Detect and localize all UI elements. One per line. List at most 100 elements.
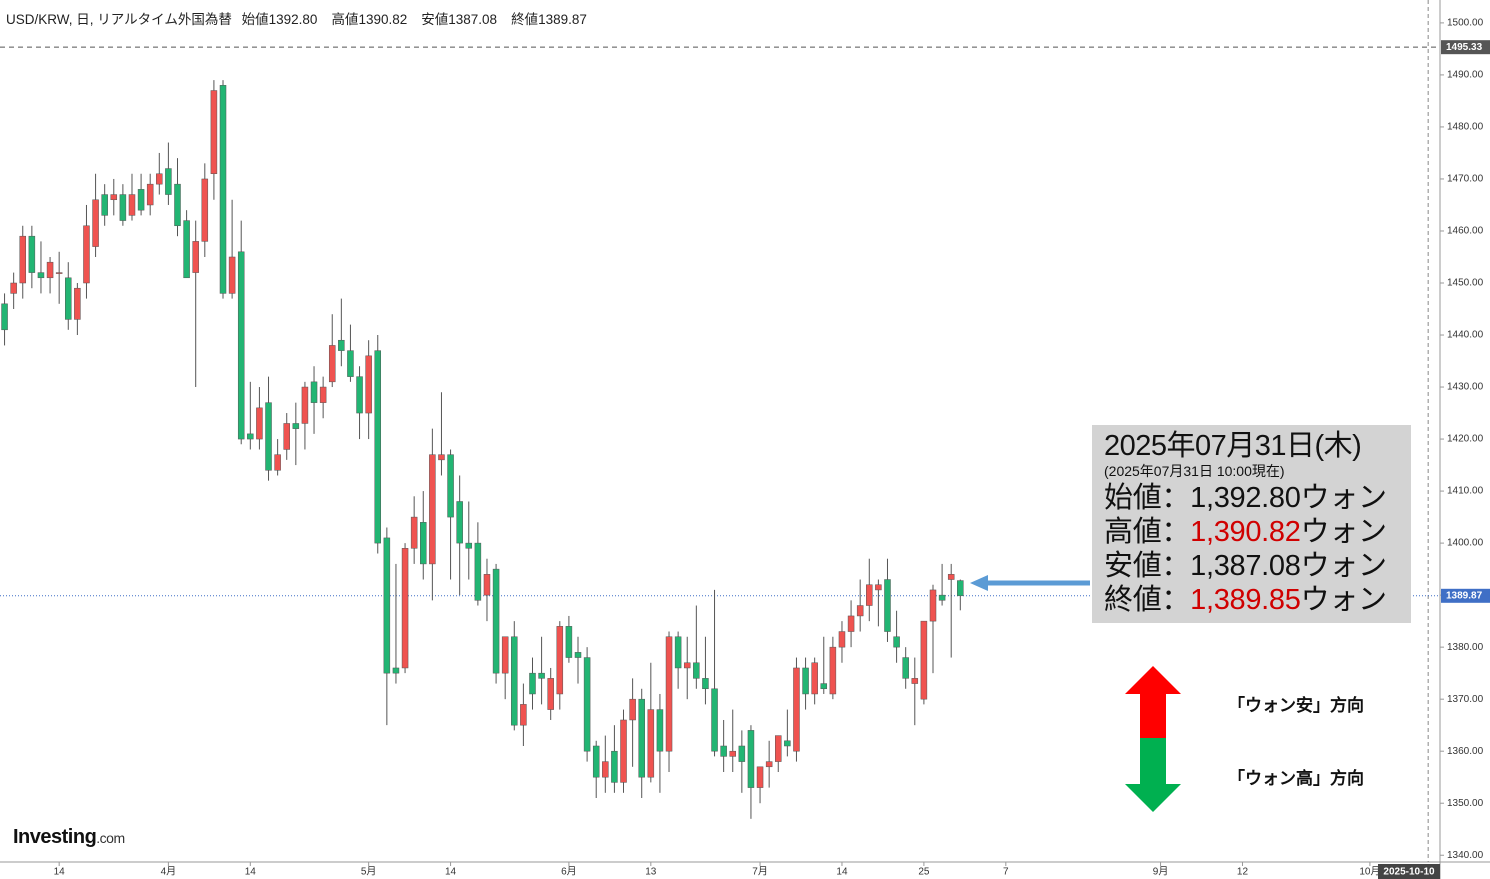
cursor-label: 2025-10-10	[1383, 867, 1435, 878]
candle-body	[201, 178, 209, 242]
candle-body	[957, 580, 964, 597]
candle-body	[37, 272, 45, 279]
candle-body	[210, 90, 218, 175]
header: USD/KRW, 日, リアルタイム外国為替 始値1392.80 高値1390.8…	[6, 8, 607, 28]
candle-body	[265, 402, 272, 471]
y-tick-label: 1480.00	[1447, 122, 1484, 133]
row-value: 1,390.82	[1190, 516, 1301, 548]
candle-body	[292, 423, 300, 429]
candle-body	[866, 584, 873, 606]
row-sep: ：	[1161, 516, 1191, 548]
candle-body	[119, 194, 127, 221]
row-unit: ウォン	[1300, 584, 1387, 616]
candle-body	[693, 662, 700, 679]
candle-body	[274, 454, 281, 471]
logo-name: Investing	[13, 826, 97, 848]
candle-body	[465, 542, 473, 549]
candle-body	[592, 745, 600, 778]
candle-body	[820, 683, 828, 690]
candle-body	[219, 85, 227, 294]
candle-body	[947, 574, 955, 580]
price-box	[1441, 588, 1490, 603]
candle-body	[838, 631, 846, 648]
candle-body	[547, 678, 554, 710]
ohlc-label: 終値	[511, 12, 539, 27]
y-tick-label: 1440.00	[1447, 330, 1484, 341]
candle-body	[365, 355, 372, 414]
candle-body	[392, 667, 400, 674]
x-tick-label: 7月	[752, 866, 768, 878]
candle-body	[784, 740, 791, 747]
candle-body	[638, 698, 645, 778]
candle-body	[911, 678, 919, 684]
candle-body	[683, 662, 691, 669]
candle-body	[74, 287, 81, 320]
candle-body	[583, 657, 591, 752]
ohlc-value: 1390.82	[358, 12, 408, 27]
row-sep: ：	[1161, 550, 1191, 582]
annotation-date: 2025年07月31日(木)	[1104, 430, 1362, 462]
cursor-box	[1378, 864, 1440, 879]
candle-body	[747, 730, 755, 788]
y-tick-label: 1370.00	[1447, 694, 1484, 705]
candle-body	[174, 183, 181, 227]
y-tick-label: 1410.00	[1447, 486, 1484, 497]
candle-body	[28, 235, 36, 273]
candle-body	[893, 636, 900, 648]
annotation-row: 安値：1,387.08ウォン	[1104, 549, 1411, 583]
candle-body	[665, 636, 673, 752]
candle-body	[629, 698, 636, 721]
candle-body	[1, 303, 8, 331]
candle-body	[811, 662, 818, 695]
x-tick-label: 14	[54, 867, 66, 878]
y-tick-label: 1430.00	[1447, 382, 1484, 393]
ohlc-value: 1387.08	[448, 12, 498, 27]
candle-body	[793, 667, 800, 752]
candle-body	[110, 194, 118, 201]
x-tick-label: 4月	[161, 866, 177, 878]
price-label: 1495.33	[1446, 42, 1483, 53]
row-label: 高値	[1104, 516, 1162, 548]
candle-body	[301, 386, 309, 424]
candle-body	[447, 454, 454, 518]
row-sep: ：	[1161, 482, 1191, 514]
y-tick-label: 1360.00	[1447, 746, 1484, 757]
candle-body	[420, 522, 427, 565]
candle-body	[556, 626, 564, 695]
candle-body	[55, 272, 63, 274]
candle-body	[674, 636, 682, 669]
candle-body	[383, 537, 391, 674]
candle-body	[738, 745, 746, 762]
ohlc-value: 1389.87	[538, 12, 587, 27]
candle-body	[775, 735, 782, 762]
row-unit: ウォン	[1300, 516, 1387, 548]
candle-body	[611, 750, 618, 783]
pointer-arrow-head	[970, 575, 988, 591]
candle-body	[938, 594, 946, 601]
ohlc-item: 始値1392.80	[242, 12, 326, 27]
candle-body	[756, 766, 764, 788]
candle-body	[92, 199, 99, 247]
logo: Investing.com	[13, 826, 125, 849]
y-tick-label: 1450.00	[1447, 278, 1484, 289]
candle-body	[256, 407, 263, 440]
candle-body	[10, 282, 17, 294]
y-tick-label: 1380.00	[1447, 642, 1484, 653]
annotation-row: 高値：1,390.82ウォン	[1104, 515, 1411, 549]
x-tick-label: 7	[1003, 867, 1009, 878]
candle-body	[46, 261, 54, 279]
ohlc-label: 高値	[331, 12, 359, 27]
candle-body	[156, 173, 163, 185]
x-tick-label: 5月	[361, 866, 377, 878]
row-unit: ウォン	[1300, 550, 1387, 582]
candle-body	[228, 256, 236, 294]
candle-body	[538, 672, 545, 679]
annotation-row: 終値：1,389.85ウォン	[1104, 583, 1411, 617]
y-tick-label: 1340.00	[1447, 850, 1484, 861]
candle-body	[929, 589, 937, 622]
candle-body	[702, 678, 709, 690]
candle-body	[765, 761, 773, 768]
down-arrow	[1125, 738, 1181, 812]
candle-body	[829, 646, 837, 695]
